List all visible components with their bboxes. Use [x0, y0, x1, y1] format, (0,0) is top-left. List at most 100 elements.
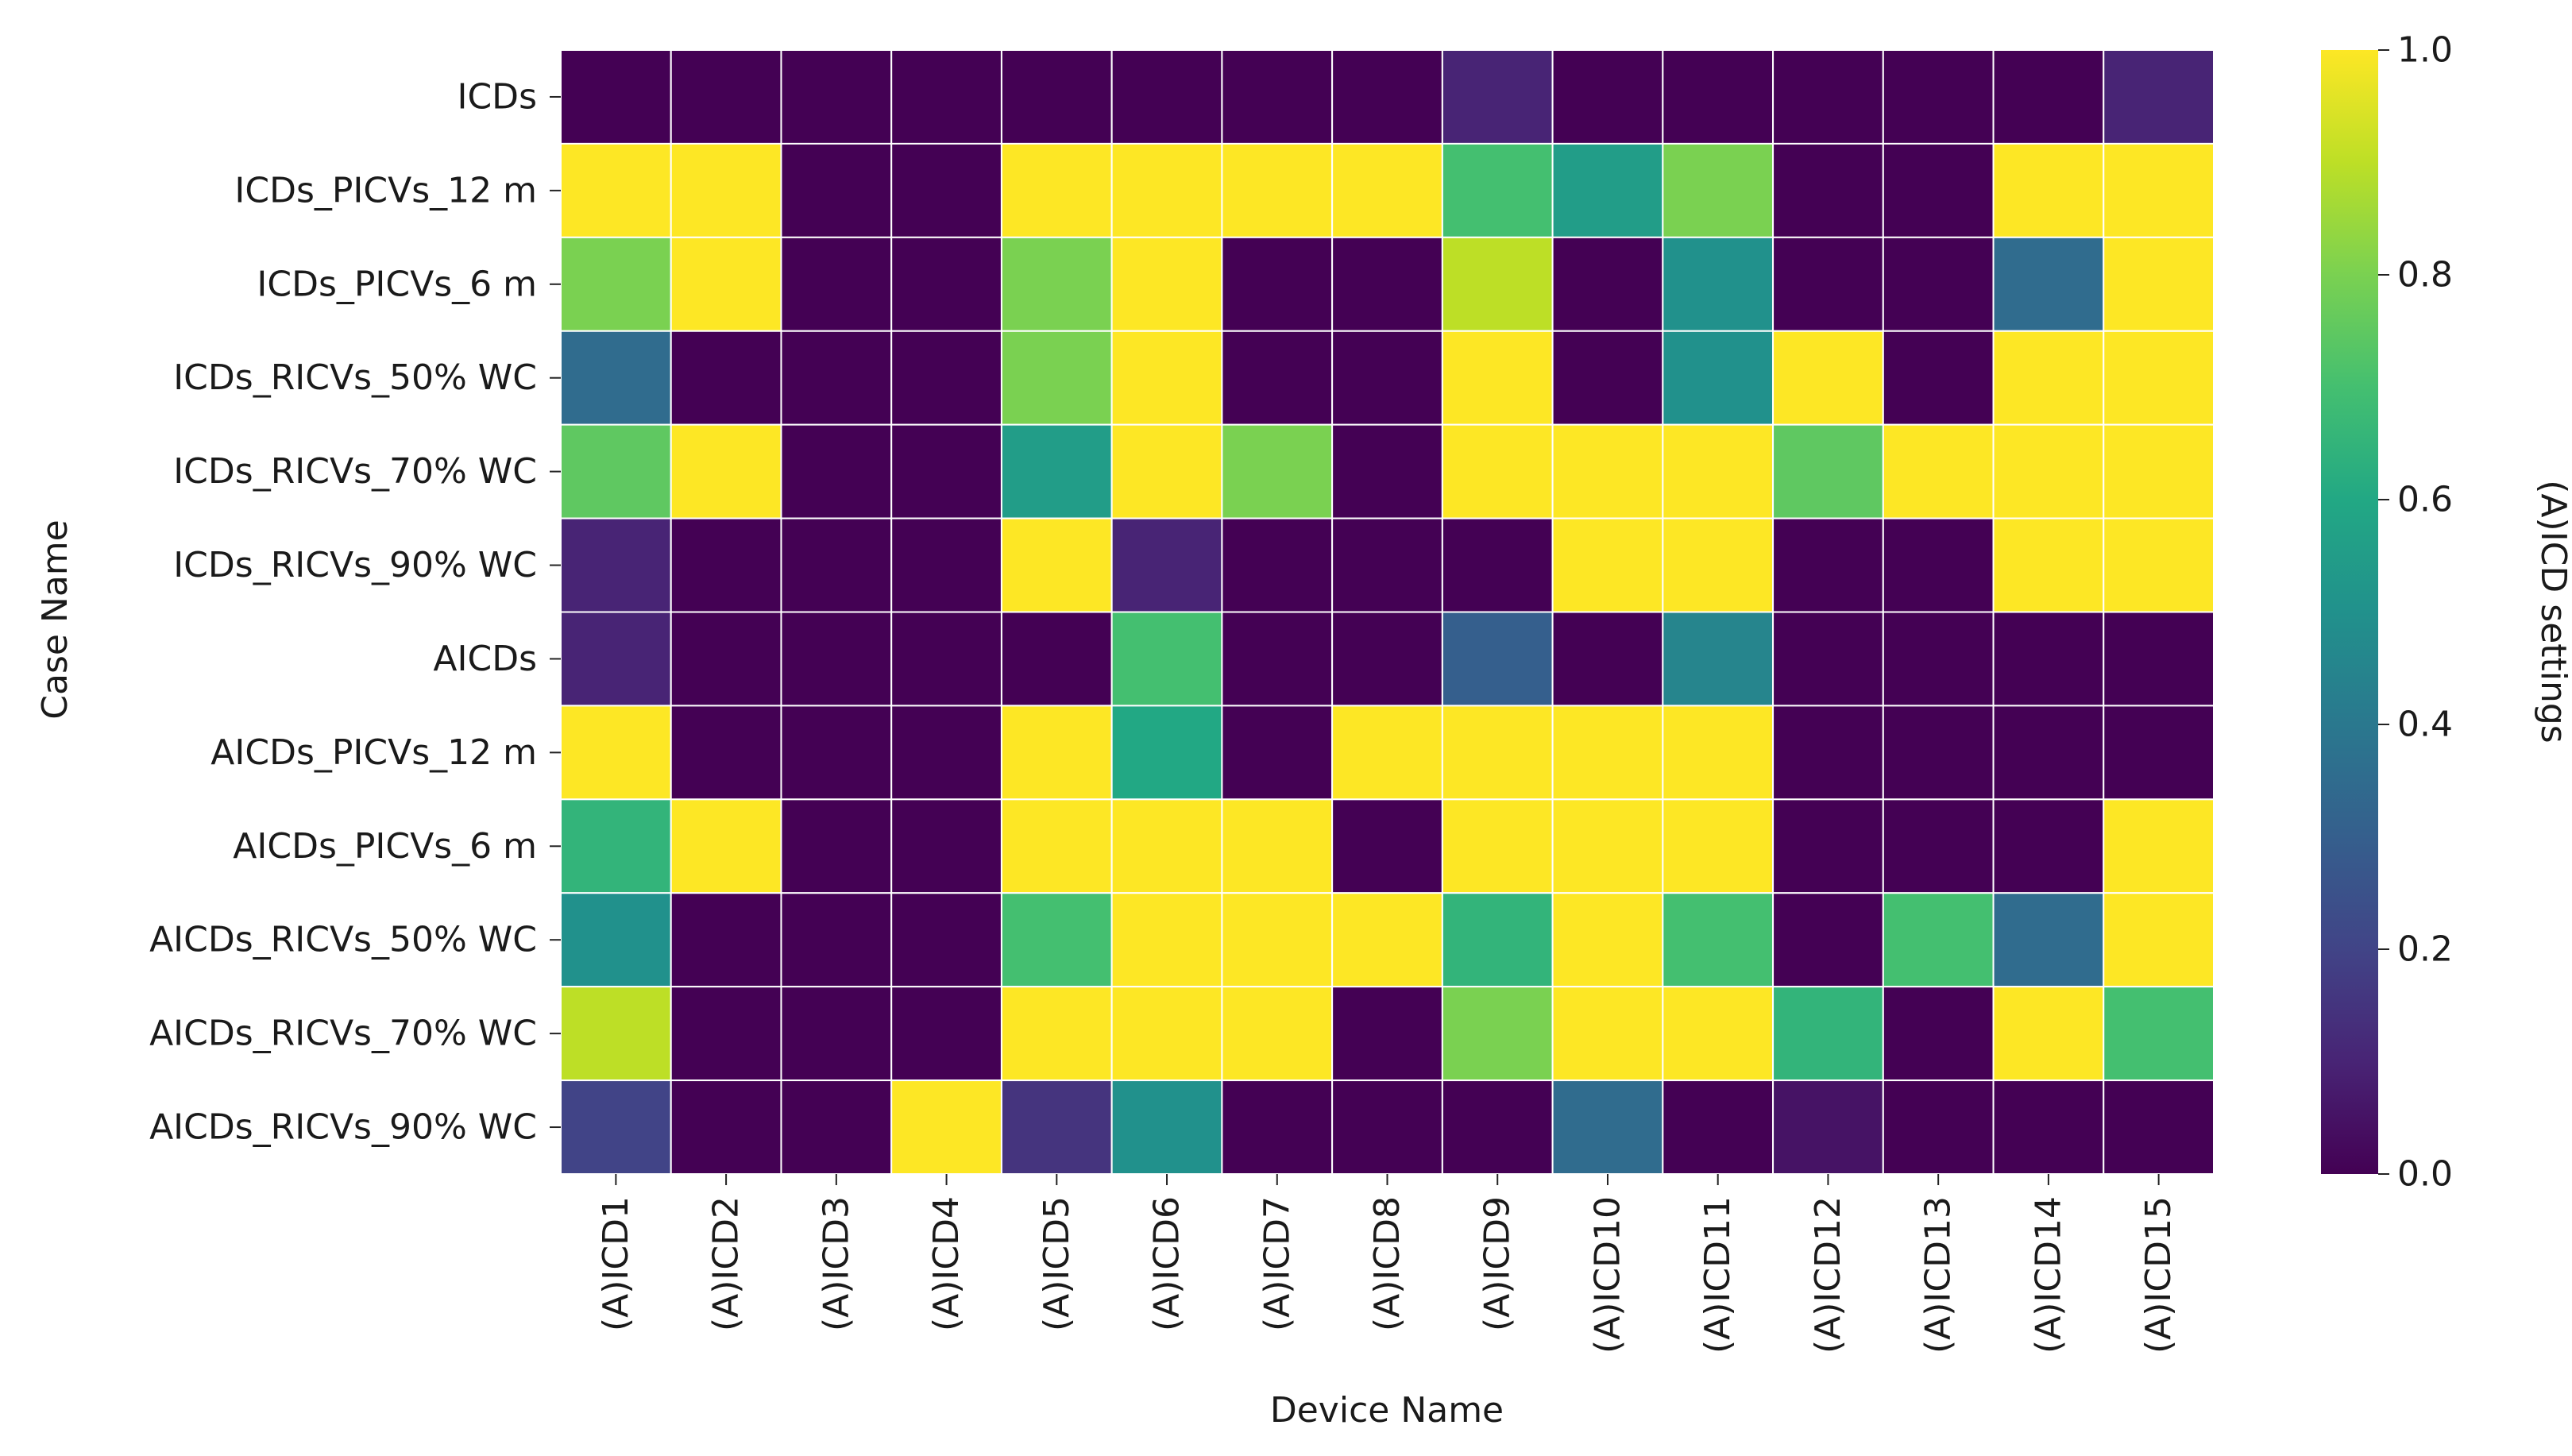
heatmap-cell [1441, 423, 1554, 519]
heatmap-cell [1882, 517, 1995, 613]
heatmap-cell [1221, 986, 1334, 1082]
heatmap-cell [1441, 517, 1554, 613]
heatmap-cell [780, 517, 893, 613]
heatmap-cell [1992, 423, 2105, 519]
heatmap-cell [670, 798, 782, 894]
y-tick-label: ICDs_PICVs_12 m [234, 170, 537, 210]
heatmap-cell [1551, 611, 1664, 707]
heatmap-cell [1000, 1079, 1113, 1176]
heatmap-cell [1882, 611, 1995, 707]
heatmap-cell [1000, 423, 1113, 519]
heatmap-cell [1882, 330, 1995, 426]
heatmap-cell [1110, 798, 1223, 894]
heatmap-cell [1000, 986, 1113, 1082]
x-tick-label: (A)ICD13 [1918, 1196, 1959, 1354]
heatmap-cell [670, 517, 782, 613]
heatmap-cell [670, 330, 782, 426]
x-axis-label: Device Name [1270, 1390, 1504, 1431]
heatmap-cell [1992, 142, 2105, 238]
heatmap-cell [670, 423, 782, 519]
heatmap-cell [1772, 986, 1884, 1082]
heatmap-cell [560, 611, 672, 707]
heatmap-cell [1000, 49, 1113, 145]
heatmap-cell [1110, 517, 1223, 613]
heatmap-cell [1662, 142, 1775, 238]
heatmap-cell [1662, 236, 1775, 332]
heatmap-cell [1992, 611, 2105, 707]
heatmap-cell [1992, 986, 2105, 1082]
heatmap-cell [780, 330, 893, 426]
heatmap-cell [890, 705, 1002, 801]
colorbar-label: (A)ICD settings [2533, 480, 2572, 743]
heatmap-cell [1331, 611, 1443, 707]
heatmap-cell [1331, 142, 1443, 238]
heatmap-cell [1000, 705, 1113, 801]
x-tick-label: (A)ICD10 [1587, 1196, 1628, 1354]
x-tick-label: (A)ICD11 [1697, 1196, 1738, 1354]
heatmap-cell [1772, 423, 1884, 519]
heatmap-cell [1992, 236, 2105, 332]
heatmap-cell [780, 423, 893, 519]
heatmap-cell [890, 986, 1002, 1082]
heatmap-cell [1000, 517, 1113, 613]
heatmap-cell [1772, 142, 1884, 238]
heatmap-cell [560, 1079, 672, 1176]
heatmap-cell [560, 798, 672, 894]
heatmap-cell [1441, 892, 1554, 988]
heatmap-cell [1992, 892, 2105, 988]
heatmap-cell [1000, 798, 1113, 894]
colorbar-tick-label: 0.0 [2397, 1154, 2453, 1195]
heatmap-cell [1221, 798, 1334, 894]
heatmap-cell [560, 142, 672, 238]
colorbar-tick-label: 0.4 [2397, 705, 2453, 745]
heatmap-cell [2103, 986, 2215, 1082]
heatmap-cell [1551, 517, 1664, 613]
y-tick-label: ICDs_PICVs_6 m [257, 264, 537, 304]
heatmap-cell [780, 611, 893, 707]
heatmap-cell [1551, 1079, 1664, 1176]
heatmap-cell [560, 49, 672, 145]
x-tick-label: (A)ICD14 [2028, 1196, 2068, 1354]
heatmap-cell [1772, 611, 1884, 707]
heatmap-cell [1992, 517, 2105, 613]
heatmap-cell [1110, 236, 1223, 332]
heatmap-cell [2103, 49, 2215, 145]
heatmap-cell [1221, 517, 1334, 613]
heatmap-cell [1772, 705, 1884, 801]
heatmap-cell [1110, 49, 1223, 145]
y-tick-label: AICDs [433, 639, 537, 679]
heatmap-cell [1221, 330, 1334, 426]
heatmap-cell [1772, 892, 1884, 988]
heatmap-cell [1441, 798, 1554, 894]
heatmap-cell [1331, 517, 1443, 613]
heatmap-cell [1000, 236, 1113, 332]
heatmap-cell [1882, 1079, 1995, 1176]
heatmap-cell [1221, 142, 1334, 238]
heatmap-cell [1551, 423, 1664, 519]
heatmap-cell [1882, 892, 1995, 988]
heatmap-cell [890, 798, 1002, 894]
heatmap-cell [780, 142, 893, 238]
heatmap-cell [1882, 705, 1995, 801]
heatmap-cell [1221, 892, 1334, 988]
heatmap-cell [890, 517, 1002, 613]
heatmap-cell [2103, 798, 2215, 894]
heatmap-cell [780, 798, 893, 894]
heatmap-cell [1221, 236, 1334, 332]
heatmap-cell [1110, 423, 1223, 519]
colorbar-tick-label: 0.6 [2397, 480, 2453, 520]
heatmap-cell [2103, 236, 2215, 332]
x-tick-label: (A)ICD3 [816, 1196, 856, 1331]
heatmap-cell [1441, 705, 1554, 801]
heatmap-cell [1992, 1079, 2105, 1176]
heatmap-cell [1331, 705, 1443, 801]
x-tick-label: (A)ICD9 [1477, 1196, 1518, 1331]
heatmap-cell [890, 892, 1002, 988]
heatmap-cell [2103, 705, 2215, 801]
heatmap-cell [1662, 49, 1775, 145]
heatmap-cell [1221, 611, 1334, 707]
heatmap-cell [780, 892, 893, 988]
x-tick-label: (A)ICD6 [1147, 1196, 1188, 1331]
heatmap-cell [1331, 330, 1443, 426]
